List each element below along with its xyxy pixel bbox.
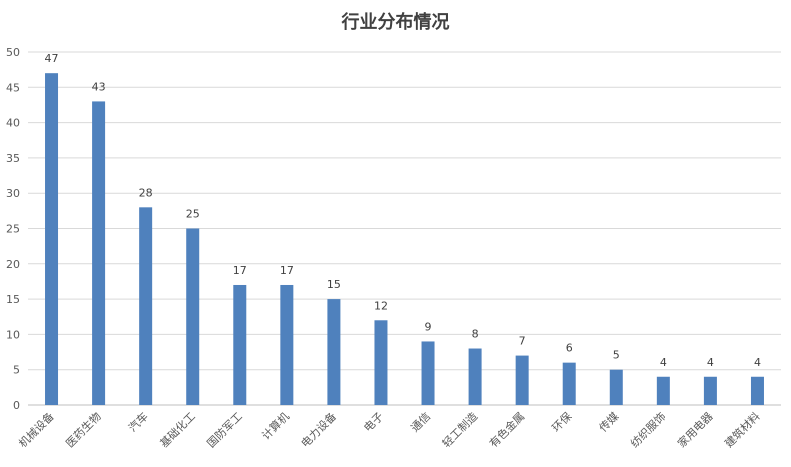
y-tick-label: 5 [13,364,20,377]
data-label: 7 [519,335,526,348]
x-tick-label: 基础化工 [157,409,198,450]
data-label: 17 [233,264,247,277]
x-tick-label: 医药生物 [63,409,104,450]
chart-title: 行业分布情况 [341,12,450,33]
data-label: 28 [139,186,153,199]
data-label: 9 [425,320,432,333]
data-label: 5 [613,349,620,362]
y-tick-label: 25 [6,223,20,236]
bar [750,376,764,405]
x-tick-label: 传媒 [597,410,622,435]
y-tick-label: 15 [6,293,20,306]
data-label: 25 [186,208,200,221]
y-tick-label: 20 [6,258,20,271]
y-tick-label: 40 [6,117,20,130]
data-label: 4 [660,356,667,369]
x-tick-label: 计算机 [259,409,292,442]
y-tick-label: 50 [6,46,20,59]
data-label: 47 [45,52,59,65]
bar [656,376,670,405]
y-tick-label: 45 [6,81,20,94]
bar [374,320,388,405]
data-label: 4 [707,356,714,369]
bar [233,284,247,405]
x-tick-label: 通信 [408,410,433,435]
x-tick-label: 建筑材料 [722,409,763,450]
y-tick-label: 30 [6,187,20,200]
data-label: 43 [92,80,106,93]
x-tick-label: 有色金属 [486,409,527,450]
x-tick-label: 电力设备 [298,409,339,450]
x-tick-label: 汽车 [125,409,150,434]
data-label: 12 [374,299,388,312]
bar [609,369,623,405]
bar [421,341,435,405]
x-tick-label: 机械设备 [16,409,57,450]
bar [327,299,341,405]
data-label: 4 [754,356,761,369]
x-tick-label: 电子 [361,410,386,435]
x-tick-label: 国防军工 [204,409,245,450]
bar [186,228,200,405]
data-label: 17 [280,264,294,277]
x-tick-label: 家用电器 [675,409,716,450]
bar [562,362,576,405]
bar [515,355,529,405]
data-label: 15 [327,278,341,291]
bar [468,348,482,405]
bar [139,207,153,405]
bar [92,101,106,406]
data-label: 8 [472,328,479,341]
y-tick-label: 0 [13,399,20,412]
bar [280,284,294,405]
x-tick-label: 轻工制造 [439,409,480,450]
bar [703,376,717,405]
data-label: 6 [566,342,573,355]
y-tick-label: 10 [6,328,20,341]
bar [45,73,59,406]
y-tick-label: 35 [6,152,20,165]
x-tick-label: 环保 [549,409,574,434]
x-tick-label: 纺织服饰 [627,409,668,450]
